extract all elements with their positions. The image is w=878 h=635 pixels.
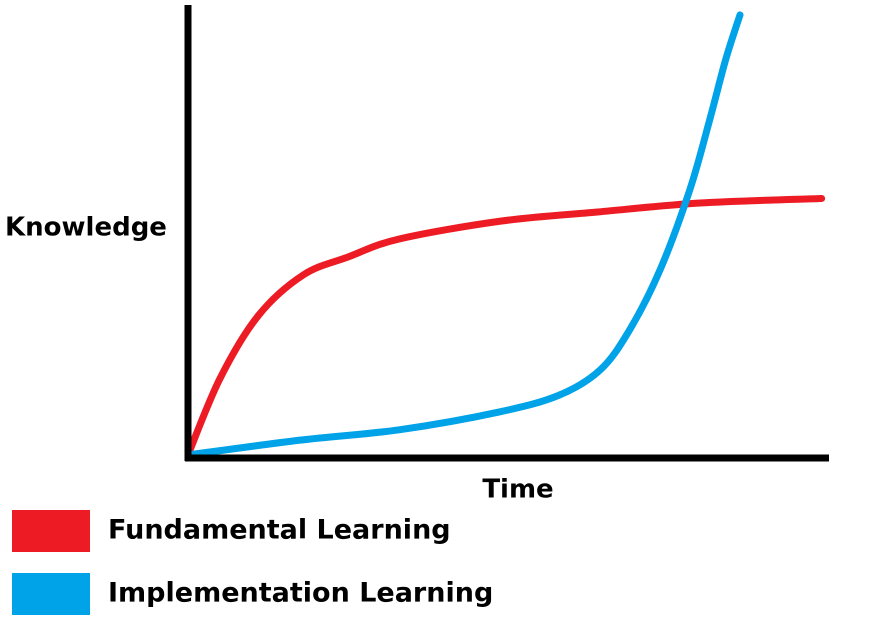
y-axis-label: Knowledge (5, 213, 167, 243)
data-line (184, 195, 826, 459)
legend-label: Implementation Learning (108, 578, 493, 609)
data-line (184, 11, 744, 459)
plot-area (184, 11, 826, 459)
legend: Fundamental Learning Implementation Learn… (12, 510, 493, 615)
x-axis-label: Time (482, 475, 553, 505)
legend-label: Fundamental Learning (108, 515, 451, 546)
legend-swatch (12, 510, 90, 552)
legend-swatch (12, 573, 90, 615)
